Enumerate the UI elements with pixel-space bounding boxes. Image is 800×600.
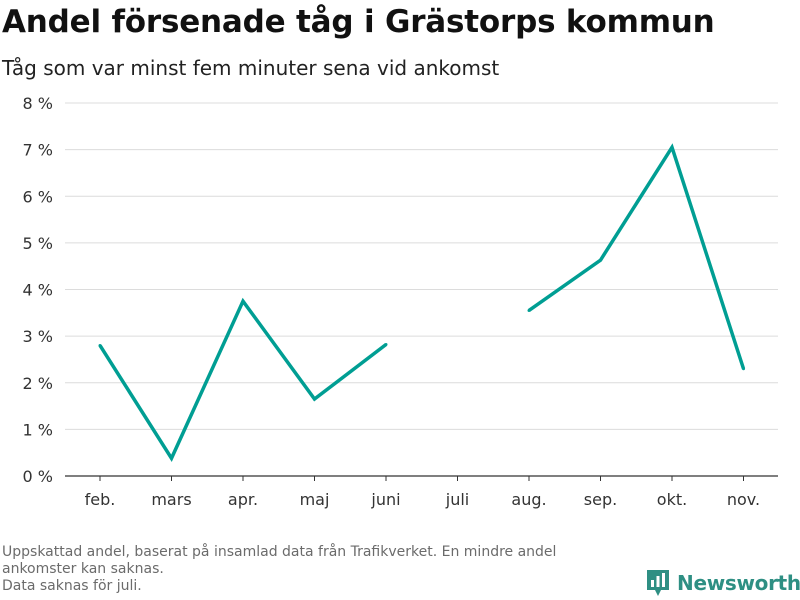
data-point: [241, 299, 245, 303]
x-tick-label: mars: [151, 490, 191, 509]
chart-subtitle: Tåg som var minst fem minuter sena vid a…: [2, 56, 500, 80]
y-tick-label: 3 %: [23, 327, 53, 346]
x-tick-label: nov.: [727, 490, 760, 509]
y-tick-label: 8 %: [23, 94, 53, 113]
x-tick-label: okt.: [657, 490, 687, 509]
y-tick-label: 4 %: [23, 281, 53, 300]
data-point: [313, 397, 316, 401]
x-tick-label: maj: [300, 490, 330, 509]
data-point: [170, 456, 173, 460]
y-axis-ticks: 0 % 1 % 2 % 3 % 4 % 5 % 6 % 7 % 8 %: [23, 94, 53, 486]
y-tick-label: 1 %: [23, 420, 53, 439]
newsworthy-logo-icon: [647, 570, 669, 596]
x-axis-ticks: feb. mars apr. maj juni juli aug. sep. okt. nov.: [85, 476, 760, 509]
series-segment: [98, 297, 388, 462]
data-point: [742, 367, 745, 371]
data-point: [98, 343, 102, 347]
x-tick-label: sep.: [584, 490, 617, 509]
x-tick-label: apr.: [228, 490, 258, 509]
footnote-line-2: ankomster kan saknas.: [2, 561, 164, 577]
y-tick-label: 5 %: [23, 234, 53, 253]
y-tick-label: 0 %: [23, 467, 53, 486]
y-tick-label: 2 %: [23, 374, 53, 393]
brand-name: Newsworthy: [677, 571, 800, 595]
y-tick-label: 6 %: [23, 187, 53, 206]
footnote-line-1: Uppskattad andel, baserat på insamlad da…: [2, 544, 557, 560]
footnote-line-3: Data saknas för juli.: [2, 578, 142, 594]
series-line: [98, 143, 746, 462]
series-segment: [527, 143, 746, 370]
chart-title: Andel försenade tåg i Grästorps kommun: [2, 4, 715, 40]
x-tick-label: aug.: [511, 490, 546, 509]
data-point: [384, 343, 388, 347]
data-point: [670, 145, 674, 149]
footnote: Uppskattad andel, baserat på insamlad da…: [2, 544, 642, 595]
x-tick-label: juli: [445, 490, 469, 509]
x-tick-label: feb.: [85, 490, 116, 509]
line-chart: 0 % 1 % 2 % 3 % 4 % 5 % 6 % 7 % 8 % feb. mars apr.…: [23, 94, 778, 509]
y-tick-label: 7 %: [23, 141, 53, 160]
gridlines: [65, 102, 778, 477]
data-point: [527, 308, 531, 312]
brand-logo: Newsworthy: [645, 568, 800, 598]
data-point: [599, 258, 602, 262]
x-tick-label: juni: [370, 490, 400, 509]
